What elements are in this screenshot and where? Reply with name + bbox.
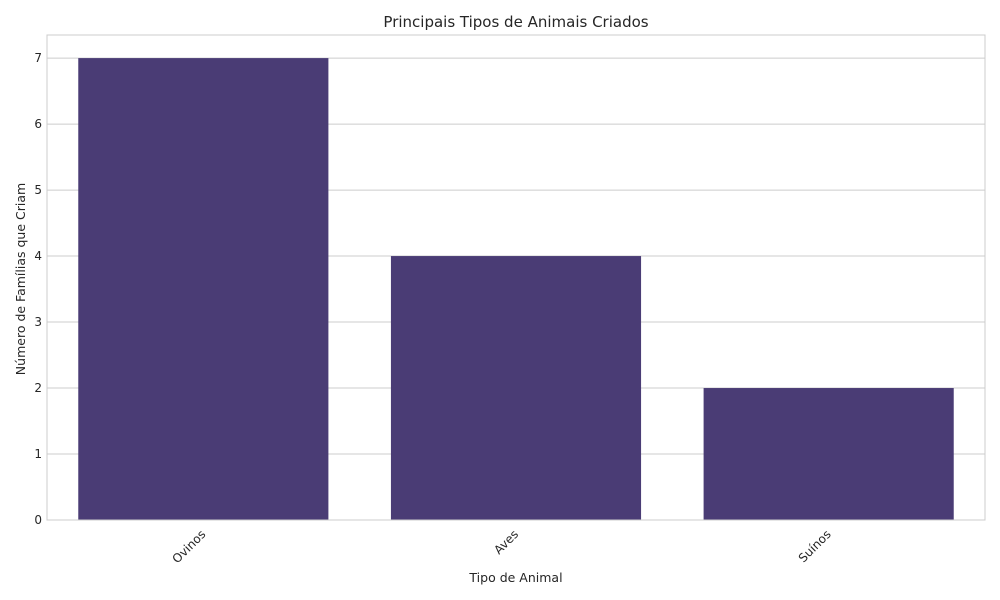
bar-aves <box>390 256 642 520</box>
bar-ovinos <box>78 58 329 520</box>
x-tick-label: Ovinos <box>169 527 208 566</box>
y-tick-label: 5 <box>34 183 42 197</box>
x-tick-label: Aves <box>491 527 521 557</box>
y-tick-label: 4 <box>34 249 42 263</box>
y-tick-label: 7 <box>34 51 42 65</box>
y-tick-label: 6 <box>34 117 42 131</box>
y-tick-label: 0 <box>34 513 42 527</box>
y-tick-label: 1 <box>34 447 42 461</box>
x-axis-label: Tipo de Animal <box>468 570 562 585</box>
chart-title: Principais Tipos de Animais Criados <box>383 13 648 31</box>
x-tick-label: Suínos <box>796 527 834 565</box>
plot-frame <box>46 34 986 521</box>
y-tick-label: 2 <box>34 381 42 395</box>
bars <box>78 58 954 520</box>
bar-suínos <box>703 388 954 520</box>
y-tick-label: 3 <box>34 315 42 329</box>
y-tick-labels: 0 1 2 3 4 5 6 7 <box>34 51 42 527</box>
y-axis-label: Número de Famílias que Criam <box>13 183 28 375</box>
x-tick-labels: Ovinos Aves Suínos <box>169 527 833 566</box>
